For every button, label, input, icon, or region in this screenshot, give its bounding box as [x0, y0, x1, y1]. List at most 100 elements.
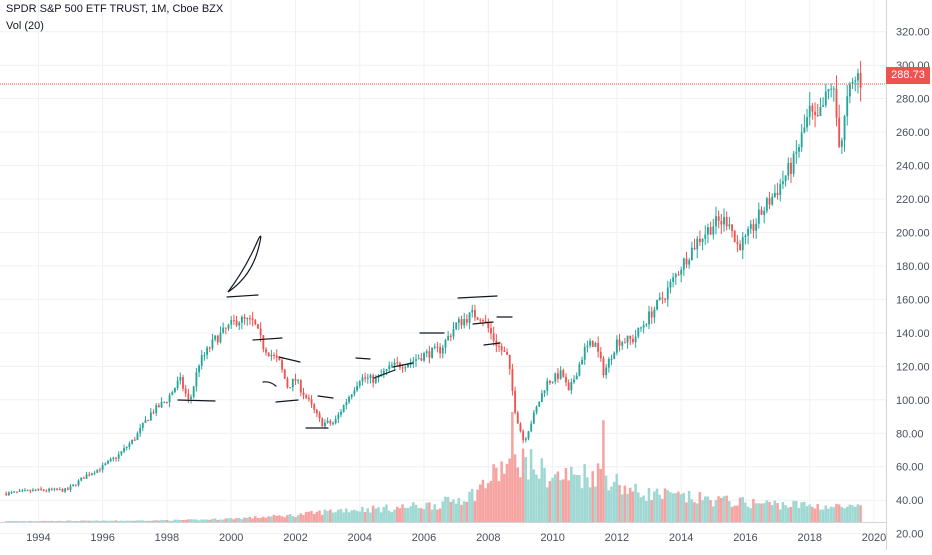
volume-bar	[18, 521, 21, 522]
candle-body	[361, 377, 364, 382]
candle-body	[559, 370, 562, 379]
candle-body	[385, 369, 388, 371]
candle-body	[302, 392, 305, 396]
volume-bar	[778, 509, 782, 522]
candle-body	[147, 420, 150, 422]
candle-body	[457, 319, 460, 323]
candle-body	[21, 490, 24, 492]
y-tick-label: 100.00	[896, 395, 930, 407]
candle-body	[315, 409, 318, 414]
volume-bar	[90, 520, 94, 522]
candle-body	[583, 346, 586, 360]
volume-bar	[425, 502, 428, 522]
candle-body	[452, 329, 455, 337]
volume-bar	[602, 420, 605, 522]
candle-body	[112, 457, 115, 460]
volume-bar	[302, 515, 305, 522]
candle-body	[447, 335, 450, 340]
volume-bar	[645, 501, 648, 522]
volume-bar	[85, 520, 88, 522]
candle-body	[334, 418, 337, 424]
candle-body	[15, 491, 18, 493]
volume-bar	[757, 503, 761, 522]
candle-body	[433, 346, 436, 348]
volume-bar	[315, 511, 319, 522]
volume-bar	[551, 477, 554, 522]
volume-bar	[642, 495, 645, 522]
volume-bar	[612, 481, 616, 522]
candle-body	[567, 382, 570, 391]
volume-bar	[128, 520, 131, 522]
candle-body	[723, 217, 725, 225]
candle-body	[251, 318, 254, 321]
candle-body	[85, 474, 88, 479]
candle-body	[160, 402, 163, 408]
candle-body	[634, 336, 637, 343]
candle-body	[487, 321, 490, 329]
volume-bar	[355, 510, 359, 522]
candle-body	[479, 319, 482, 321]
volume-bar	[604, 475, 608, 522]
volume-bar	[318, 510, 321, 522]
candle-body	[321, 418, 324, 427]
candle-body	[69, 486, 72, 490]
volume-bar	[639, 497, 643, 522]
volume-bar	[524, 457, 528, 522]
candle-body	[165, 401, 168, 403]
volume-bar	[406, 508, 410, 522]
volume-bar	[187, 519, 190, 522]
candle-body	[747, 228, 750, 236]
trendline-stroke	[177, 399, 216, 402]
volume-bar	[677, 491, 680, 522]
volume-bar	[414, 504, 418, 522]
volume-bar	[23, 521, 27, 522]
candle-body	[511, 368, 514, 391]
volume-bar	[733, 505, 736, 522]
volume-bar	[213, 518, 217, 522]
volume-bar	[232, 519, 236, 522]
candle-body	[214, 335, 217, 340]
candle-body	[482, 320, 484, 322]
x-tick-label: 2016	[733, 532, 757, 544]
candle-body	[238, 322, 241, 326]
volume-bar	[403, 507, 407, 522]
candle-body	[42, 489, 45, 491]
candle-body	[393, 362, 396, 366]
y-tick-label: 320.00	[896, 27, 930, 39]
volume-bar	[398, 508, 402, 522]
volume-bar	[438, 508, 442, 522]
volume-bar	[160, 519, 163, 522]
candle-body	[184, 388, 187, 394]
volume-bar	[120, 520, 123, 522]
candle-body	[40, 488, 42, 490]
volume-bar	[572, 474, 576, 522]
candle-body	[211, 339, 214, 349]
volume-bar	[326, 511, 329, 522]
candle-body	[117, 454, 120, 459]
volume-bar	[366, 508, 369, 522]
candle-body	[390, 365, 393, 367]
candle-body	[578, 364, 581, 376]
volume-bar	[58, 520, 61, 522]
candle-body	[24, 490, 26, 492]
candle-body	[615, 339, 618, 353]
volume-bar	[165, 520, 169, 522]
candle-body	[725, 217, 728, 227]
candle-body	[224, 327, 227, 329]
volume-bar	[824, 505, 827, 522]
candle-body	[776, 192, 779, 196]
volume-bar	[744, 502, 747, 522]
volume-bar	[358, 511, 361, 522]
candle-body	[305, 395, 308, 398]
volume-bar	[803, 501, 806, 522]
candle-body	[270, 354, 273, 357]
volume-bar	[765, 500, 769, 522]
x-tick-label: 1998	[155, 532, 179, 544]
candle-body	[693, 247, 696, 250]
candle-body	[720, 221, 723, 225]
volume-bar	[50, 520, 53, 522]
volume-bar	[687, 490, 691, 522]
volume-bar	[792, 500, 795, 522]
